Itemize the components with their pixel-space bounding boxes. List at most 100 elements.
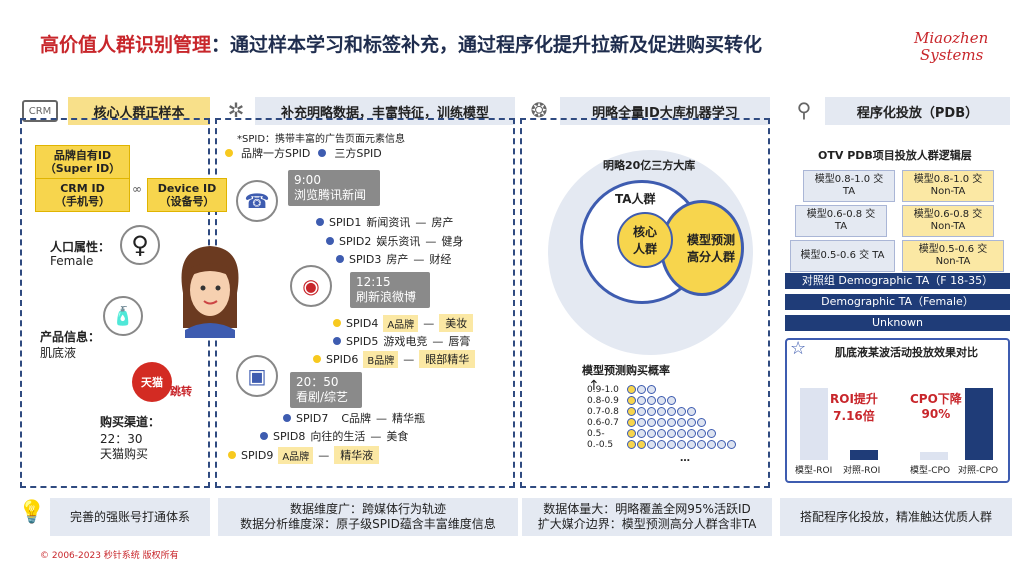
bar-control-roi [850,450,878,460]
pdb-cell: 模型0.5-0.6 交 Non-TA [902,240,1004,272]
prob-dot [627,440,636,449]
bubble-morning: 9:00 浏览腾讯新闻 [288,170,380,206]
chart-title: 模型预测购买概率 [582,364,670,377]
avatar [175,238,245,338]
product-value: 肌底液 [40,346,77,360]
prob-dot [647,429,656,438]
spid-row: SPID6 B品牌 — 眼部精华 [313,350,476,368]
prob-dot [657,396,666,405]
channel-value: 天猫购买 [100,447,149,461]
pdb-cell: 模型0.8-1.0 交 Non-TA [902,170,994,202]
pdb-cell: 模型0.5-0.6 交 TA [790,240,895,272]
prob-dot [637,418,646,427]
prob-dot [717,440,726,449]
prob-dot [677,418,686,427]
prob-dot [667,440,676,449]
prob-dot [637,407,646,416]
up-arrow-icon: ↑ [588,378,600,394]
brand-id-box: 品牌自有ID （Super ID） [35,145,130,179]
footer-item-1: 完善的强账号打通体系 [50,498,210,536]
ellipsis: … [680,453,690,464]
weibo-icon: ◉ [290,265,332,307]
pdb-cell: 模型0.8-1.0 交 TA [803,170,895,202]
footer-item-3: 数据体量大：明略覆盖全网95%活跃ID 扩大媒介边界：模型预测高分人群含非TA [522,498,772,536]
prob-dot [647,385,656,394]
model-circle: 模型预测 高分人群 [660,200,744,296]
database-icon: ❂ [530,98,548,122]
prob-dot [667,396,676,405]
prob-row-label: 0.7-0.8 [587,407,619,417]
spid-row: SPID9 A品牌 — 精华液 [228,446,380,464]
prob-dot [627,418,636,427]
copyright: © 2006-2023 秒针系统 版权所有 [40,551,179,561]
channel-time: 22：30 [100,432,143,446]
prob-dot [627,429,636,438]
prob-dot [677,440,686,449]
crm-icon: CRM [22,100,58,122]
page-title: 高价值人群识别管理：通过样本学习和标签补充，通过程序化提升拉新及促进购买转化 [40,34,763,56]
prob-dot [637,440,646,449]
spid-row: SPID8 向往的生活 — 美食 [260,428,408,444]
bubble-noon: 12:15 刷新浪微博 [350,272,430,308]
footer-item-4: 搭配程序化投放，精准触达优质人群 [780,498,1012,536]
prob-dot [727,440,736,449]
bottle-icon: 🧴 [103,296,143,336]
spid-row: SPID5 游戏电竞 — 唇膏 [333,333,470,349]
x-label: 模型-ROI [795,466,833,476]
prob-dot [627,385,636,394]
prob-dot [667,418,676,427]
x-label: 对照-CPO [958,466,999,476]
prob-dot [647,418,656,427]
legend: 品牌一方SPID 三方SPID [225,145,382,161]
spid-note: *SPID：携带丰富的广告页面元素信息 [237,134,406,145]
prob-dot [697,418,706,427]
prob-row-label: 0.-0.5 [587,440,614,450]
header-core-sample: 核心人群正样本 [68,97,210,125]
pop-label: 人口属性： [50,240,111,254]
footer-item-2: 数据维度广：跨媒体行为轨迹 数据分析维度深：原子级SPID蕴含丰富维度信息 [218,498,518,536]
star-icon: ☆ [790,338,807,359]
unknown-bar: Unknown [785,315,1010,331]
db-label: 明略20亿三方大库 [603,159,696,172]
header-supplement: 补充明略数据，丰富特征，训练模型 [255,97,515,125]
prob-dot [647,407,656,416]
probability-chart: 0.9-1.0 0.8-0.9 0.7-0.8 0.6-0.7 0.5- 0.-0.5… [585,385,755,467]
x-label: 对照-ROI [843,466,881,476]
female-icon: ♀ [120,225,160,265]
prob-row-label: 0.9-1.0 [587,385,619,395]
prob-row-label: 0.6-0.7 [587,418,619,428]
prob-dot [627,396,636,405]
bar-model-roi [800,388,828,460]
prob-dot [667,407,676,416]
link-icon: ∞ [132,182,142,196]
prob-dot [657,418,666,427]
prob-dot [637,385,646,394]
prob-dot [707,440,716,449]
bar-control-cpo [965,388,993,460]
prob-dot [657,429,666,438]
effect-box [785,338,1010,483]
device-id-box: Device ID （设备号） [147,178,227,212]
spid-row: SPID3 房产 — 财经 [336,251,451,267]
spid-row: SPID7 C品牌 — 精华瓶 [283,410,425,426]
pop-value: Female [50,254,94,268]
prob-row-label: 0.8-0.9 [587,396,619,406]
pdb-subtitle: OTV PDB项目投放人群逻辑层 [818,149,972,162]
effect-title: 肌底液某波活动投放效果对比 [835,346,978,359]
roi-callout: ROI提升 7.16倍 [830,392,878,423]
prob-dot [657,407,666,416]
tmall-icon: 天猫 [132,362,172,402]
network-icon: ✲ [227,98,245,122]
bubble-evening: 20：50 看剧/综艺 [290,372,362,408]
prob-dot [667,429,676,438]
prob-dot [627,407,636,416]
tencent-news-icon: ☎ [236,180,278,222]
lightbulb-icon: 💡 [18,500,46,525]
cpo-callout: CPO下降 90% [910,392,962,421]
ta-label: TA人群 [615,192,656,206]
bar-model-cpo [920,452,948,460]
prob-dot [687,429,696,438]
panel-ml [520,118,770,488]
crm-id-box: CRM ID （手机号） [35,178,130,212]
search-people-icon: ⚲ [796,98,812,122]
